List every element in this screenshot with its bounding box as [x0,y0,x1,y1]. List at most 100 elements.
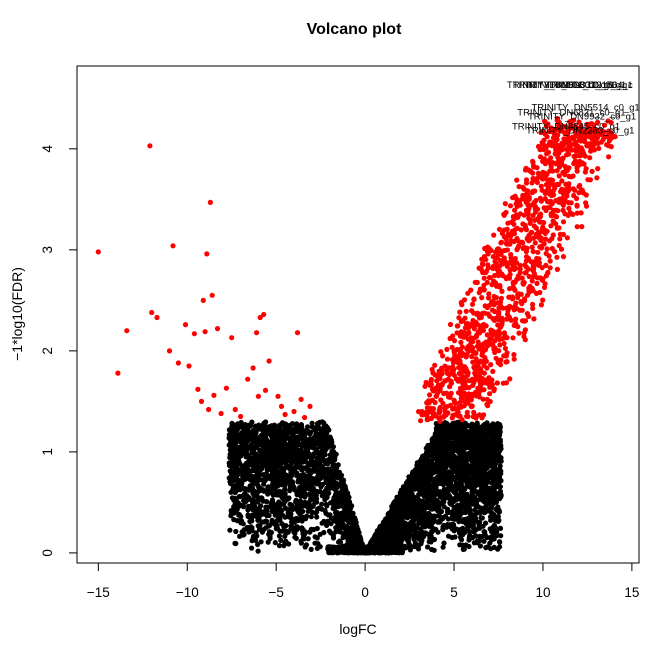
data-point [473,501,480,507]
data-point [487,526,493,532]
data-point [481,468,487,474]
data-point [246,487,252,493]
data-point [325,461,331,467]
data-point [263,475,269,481]
data-point [244,438,250,444]
data-point [333,474,339,480]
data-point [421,477,427,483]
data-point [497,467,503,474]
data-point [414,472,421,479]
data-point [413,502,419,509]
data-point [464,491,470,497]
data-point [425,490,431,496]
data-point [315,506,321,512]
data-point [469,496,475,502]
data-point [324,503,330,509]
data-point [308,546,314,553]
data-point [429,546,435,553]
data-point [496,539,503,545]
data-point [302,490,308,496]
data-point [474,420,480,426]
data-point [493,479,500,486]
data-point [328,480,334,486]
data-point [385,523,391,530]
data-point [343,492,349,498]
data-point [385,532,392,539]
data-point [445,516,451,522]
data-point [455,461,461,467]
data-point [399,510,405,516]
data-point [251,535,257,542]
data-point [477,437,484,443]
data-point [462,432,468,438]
data-point [406,542,413,548]
data-point [491,522,497,528]
data-point [276,490,282,496]
data-point [314,545,320,552]
data-point [434,432,441,438]
data-point [479,515,485,521]
data-point [433,526,439,533]
data-point [301,465,307,471]
data-point [282,471,288,478]
data-point [319,520,325,526]
data-point [407,532,413,539]
data-point [325,437,331,443]
data-point [285,478,291,484]
data-point [308,497,314,503]
data-point [267,533,273,539]
data-point [453,497,460,503]
data-point [468,511,474,517]
data-point [252,477,258,483]
data-point [236,448,242,454]
data-point [301,443,307,449]
data-point [470,535,476,541]
data-point [474,432,480,439]
data-point [241,449,247,455]
data-point [435,458,441,464]
data-point [480,452,486,458]
data-point [485,455,491,461]
data-point [295,434,301,440]
data-point [272,540,278,546]
data-point [451,453,457,459]
data-point [233,505,239,511]
data-point [477,543,483,549]
data-point [283,528,289,534]
data-point [261,481,267,487]
data-point [462,466,468,472]
data-point [422,472,428,478]
data-point [486,429,492,435]
data-point [337,519,343,525]
data-point [447,522,453,528]
data-point [448,444,454,451]
data-point [415,546,422,552]
data-point [231,497,237,503]
data-point [231,448,237,454]
data-point [454,447,460,453]
data-point [327,442,333,449]
data-point [306,486,312,492]
data-point [233,528,239,535]
data-point [495,508,501,514]
data-point [465,435,472,442]
data-point [250,491,256,497]
data-point [305,449,311,455]
data-point [492,448,498,454]
data-point [249,513,255,520]
data-point [276,427,282,433]
data-point [336,469,343,475]
data-point [293,535,299,542]
data-point [481,529,487,535]
data-point [307,503,313,509]
data-point [302,544,308,550]
data-point [445,509,451,515]
data-point [433,428,440,434]
data-point [497,463,503,469]
data-point [255,541,261,548]
data-point [451,528,457,534]
data-point [313,466,319,472]
data-point [300,476,306,482]
data-point [273,507,279,513]
data-point [485,486,491,492]
